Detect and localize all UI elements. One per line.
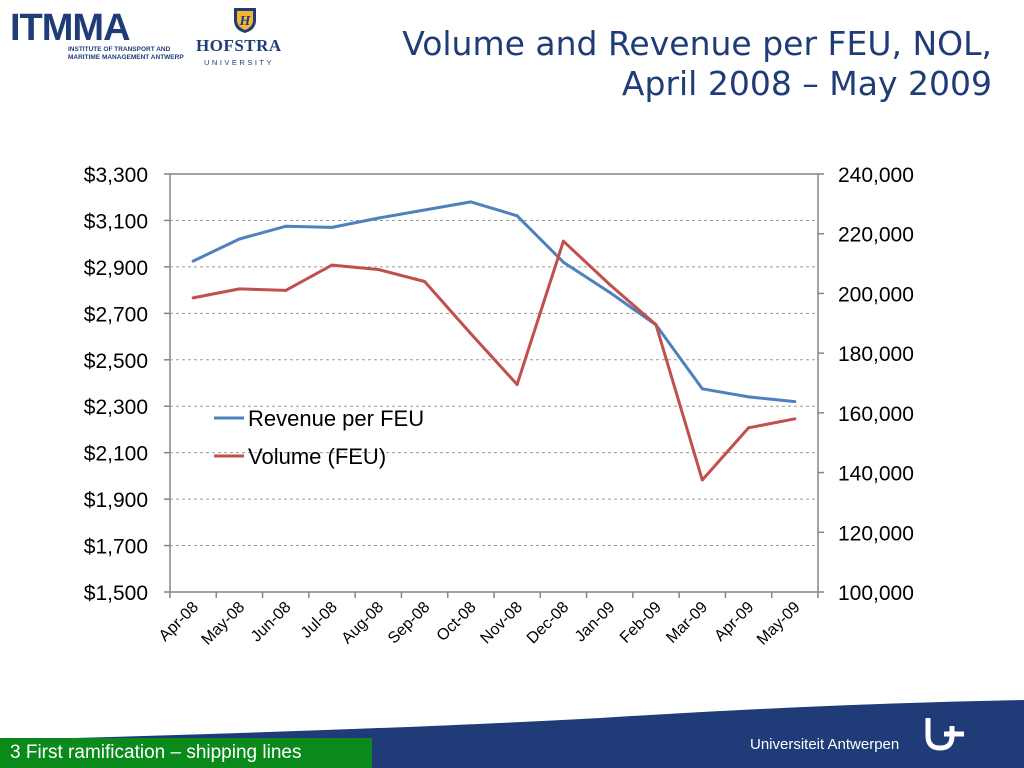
x-tick-label: May-09 bbox=[754, 599, 804, 649]
itmma-logo: ITMMA INSTITUTE OF TRANSPORT AND MARITIM… bbox=[10, 7, 190, 61]
x-tick-label: Apr-09 bbox=[711, 599, 757, 645]
left-tick-label: $1,900 bbox=[84, 489, 148, 512]
data-point-revenue bbox=[237, 237, 241, 241]
left-tick-label: $2,700 bbox=[84, 303, 148, 326]
data-point-revenue bbox=[515, 214, 519, 218]
line-chart: $1,500 $1,700 $1,900 $2,100 $2,300 $2,500 $2,7… bbox=[84, 164, 914, 649]
x-tick-label: Oct-08 bbox=[434, 599, 480, 645]
university-antwerpen-logo-icon bbox=[925, 718, 964, 751]
data-point-revenue bbox=[330, 225, 334, 229]
series-line-volume bbox=[192, 239, 796, 482]
data-point-revenue bbox=[608, 290, 612, 294]
university-name: Universiteit Antwerpen bbox=[750, 736, 900, 753]
right-tick-label: 180,000 bbox=[838, 343, 914, 366]
x-tick-label: Jan-09 bbox=[572, 599, 619, 646]
left-tick-label: $2,100 bbox=[84, 443, 148, 466]
data-point-volume bbox=[654, 323, 658, 327]
data-point-revenue bbox=[747, 395, 751, 399]
left-tick-label: $3,300 bbox=[84, 164, 148, 187]
data-point-volume bbox=[423, 279, 427, 283]
x-tick-label: Jul-08 bbox=[298, 599, 341, 642]
right-tick-label: 160,000 bbox=[838, 403, 914, 426]
right-tick-label: 120,000 bbox=[838, 522, 914, 545]
data-point-revenue bbox=[469, 200, 473, 204]
right-tick-label: 200,000 bbox=[838, 283, 914, 306]
data-point-revenue bbox=[191, 259, 195, 263]
itmma-logo-sub-line1: INSTITUTE OF TRANSPORT AND bbox=[68, 46, 171, 53]
section-label: 3 First ramification – shipping lines bbox=[0, 738, 372, 768]
chart-legend: Revenue per FEU Volume (FEU) bbox=[214, 406, 424, 469]
x-tick-label: Sep-08 bbox=[385, 599, 434, 648]
left-tick-label: $3,100 bbox=[84, 210, 148, 233]
left-tick-label: $2,500 bbox=[84, 350, 148, 373]
title-line-2: April 2008 – May 2009 bbox=[621, 64, 992, 103]
right-tick-label: 220,000 bbox=[838, 224, 914, 247]
x-tick-label: Feb-09 bbox=[617, 599, 665, 647]
data-point-revenue bbox=[700, 387, 704, 391]
series-layer bbox=[191, 200, 797, 482]
itmma-logo-sub-line2: MARITIME MANAGEMENT ANTWERP bbox=[68, 53, 184, 61]
data-point-volume bbox=[237, 287, 241, 291]
legend-label-revenue: Revenue per FEU bbox=[248, 406, 424, 431]
left-tick-label: $1,500 bbox=[84, 582, 148, 605]
hofstra-logo: H HOFSTRA UNIVERSITY bbox=[196, 6, 288, 67]
x-tick-label: Jun-08 bbox=[248, 599, 295, 646]
data-point-volume bbox=[747, 426, 751, 430]
x-tick-label: Dec-08 bbox=[524, 599, 573, 648]
data-point-volume bbox=[561, 239, 565, 243]
data-point-revenue bbox=[561, 260, 565, 264]
grid-layer bbox=[169, 173, 819, 593]
right-tick-label: 100,000 bbox=[838, 582, 914, 605]
svg-text:H: H bbox=[239, 14, 252, 29]
data-point-volume bbox=[284, 288, 288, 292]
data-point-volume bbox=[608, 282, 612, 286]
x-tick-label: Mar-09 bbox=[663, 599, 711, 647]
left-tick-label: $1,700 bbox=[84, 536, 148, 559]
hofstra-name: HOFSTRA bbox=[196, 36, 282, 55]
data-point-volume bbox=[700, 478, 704, 482]
legend-label-volume: Volume (FEU) bbox=[248, 444, 386, 469]
title-line-1: Volume and Revenue per FEU, NOL, bbox=[402, 24, 992, 63]
data-point-revenue bbox=[284, 224, 288, 228]
data-point-volume bbox=[330, 263, 334, 267]
right-tick-label: 140,000 bbox=[838, 463, 914, 486]
right-axis-ticks: 100,000 120,000 140,000 160,000 180,000 200,0… bbox=[818, 164, 914, 605]
data-point-volume bbox=[469, 332, 473, 336]
data-point-volume bbox=[515, 382, 519, 386]
right-tick-label: 240,000 bbox=[838, 164, 914, 187]
x-tick-label: Nov-08 bbox=[477, 599, 526, 648]
data-point-volume bbox=[191, 296, 195, 300]
left-tick-label: $2,900 bbox=[84, 257, 148, 280]
data-point-revenue bbox=[376, 216, 380, 220]
plot-area bbox=[169, 173, 819, 593]
series-line-revenue bbox=[192, 200, 796, 404]
x-tick-label: Apr-08 bbox=[156, 599, 202, 645]
itmma-logo-subtitle: INSTITUTE OF TRANSPORT AND MARITIME MANA… bbox=[68, 46, 184, 61]
data-point-volume bbox=[376, 268, 380, 272]
footer-wave bbox=[0, 700, 1024, 740]
hofstra-university: UNIVERSITY bbox=[204, 58, 275, 67]
page-title: Volume and Revenue per FEU, NOL, April 2… bbox=[402, 24, 992, 104]
x-tick-label: May-08 bbox=[199, 599, 249, 649]
left-axis-ticks: $1,500 $1,700 $1,900 $2,100 $2,300 $2,500 $2,7… bbox=[84, 164, 170, 605]
data-point-revenue bbox=[793, 400, 797, 404]
data-point-volume bbox=[793, 417, 797, 421]
left-tick-label: $2,300 bbox=[84, 396, 148, 419]
x-tick-label: Aug-08 bbox=[339, 599, 388, 648]
itmma-logo-word: ITMMA bbox=[10, 7, 131, 49]
data-point-revenue bbox=[423, 208, 427, 212]
hofstra-shield-icon: H bbox=[234, 8, 256, 33]
